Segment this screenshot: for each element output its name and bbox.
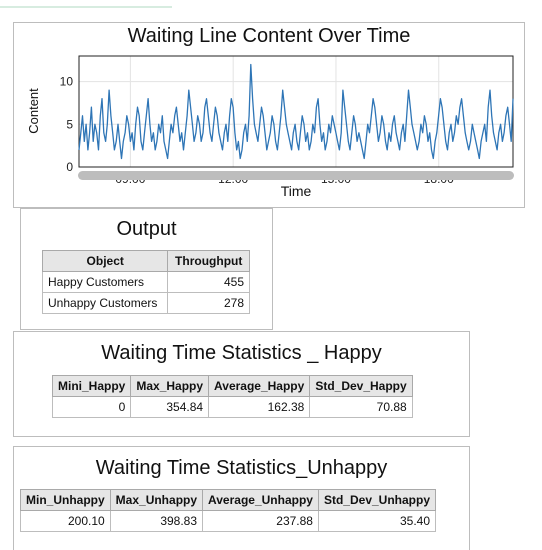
average-happy-value: 162.38 — [208, 396, 311, 418]
x-axis-label: Time — [281, 183, 312, 199]
table-row: 0 354.84 162.38 70.88 — [51, 396, 413, 418]
tab-accent-line — [0, 6, 172, 8]
table-row: Unhappy Customers 278 — [41, 292, 250, 314]
column-header-max-unhappy: Max_Unhappy — [109, 489, 204, 511]
max-unhappy-value: 398.83 — [109, 510, 204, 532]
table-header-row: Object Throughput — [41, 250, 250, 272]
std-dev-happy-value: 70.88 — [309, 396, 413, 418]
min-unhappy-value: 200.10 — [20, 510, 111, 532]
column-header-std-dev-happy: Std_Dev_Happy — [309, 375, 413, 397]
output-table: Object Throughput Happy Customers 455 Un… — [41, 250, 250, 314]
y-axis-ticks: 0 5 10 — [60, 75, 74, 174]
table-row: Happy Customers 455 — [41, 271, 250, 293]
window-top-strip — [0, 0, 542, 8]
column-header-std-dev-unhappy: Std_Dev_Unhappy — [317, 489, 437, 511]
table-header-row: Mini_Happy Max_Happy Average_Happy Std_D… — [51, 375, 413, 397]
y-tick-label: 10 — [60, 75, 74, 89]
y-axis-label: Content — [26, 88, 41, 134]
std-dev-unhappy-value: 35.40 — [317, 510, 437, 532]
row-object-cell: Happy Customers — [41, 271, 169, 293]
unhappy-stats-title: Waiting Time Statistics_Unhappy — [95, 457, 388, 479]
output-panel: Output Object Throughput Happy Customers… — [20, 208, 273, 330]
average-unhappy-value: 237.88 — [202, 510, 319, 532]
unhappy-stats-panel: Waiting Time Statistics_Unhappy Min_Unha… — [13, 446, 470, 550]
max-happy-value: 354.84 — [130, 396, 210, 418]
column-header-object: Object — [41, 250, 169, 272]
row-throughput-cell: 455 — [167, 271, 250, 293]
y-tick-label: 0 — [66, 160, 73, 174]
time-scrollbar[interactable] — [78, 171, 514, 180]
happy-stats-panel: Waiting Time Statistics _ Happy Mini_Hap… — [13, 331, 470, 437]
row-throughput-cell: 278 — [167, 292, 250, 314]
unhappy-stats-table: Min_Unhappy Max_Unhappy Average_Unhappy … — [20, 489, 437, 532]
table-header-row: Min_Unhappy Max_Unhappy Average_Unhappy … — [20, 489, 437, 511]
column-header-mini-happy: Mini_Happy — [51, 375, 132, 397]
happy-stats-table: Mini_Happy Max_Happy Average_Happy Std_D… — [51, 375, 413, 418]
series-line — [78, 63, 514, 160]
column-header-throughput: Throughput — [167, 250, 250, 272]
column-header-average-unhappy: Average_Unhappy — [202, 489, 319, 511]
chart-title: Waiting Line Content Over Time — [127, 25, 411, 47]
mini-happy-value: 0 — [51, 396, 132, 418]
happy-stats-title: Waiting Time Statistics _ Happy — [101, 342, 382, 364]
column-header-min-unhappy: Min_Unhappy — [20, 489, 111, 511]
row-object-cell: Unhappy Customers — [41, 292, 169, 314]
output-title: Output — [116, 218, 177, 240]
column-header-average-happy: Average_Happy — [208, 375, 311, 397]
table-row: 200.10 398.83 237.88 35.40 — [20, 510, 437, 532]
y-tick-label: 5 — [66, 117, 73, 131]
column-header-max-happy: Max_Happy — [130, 375, 210, 397]
